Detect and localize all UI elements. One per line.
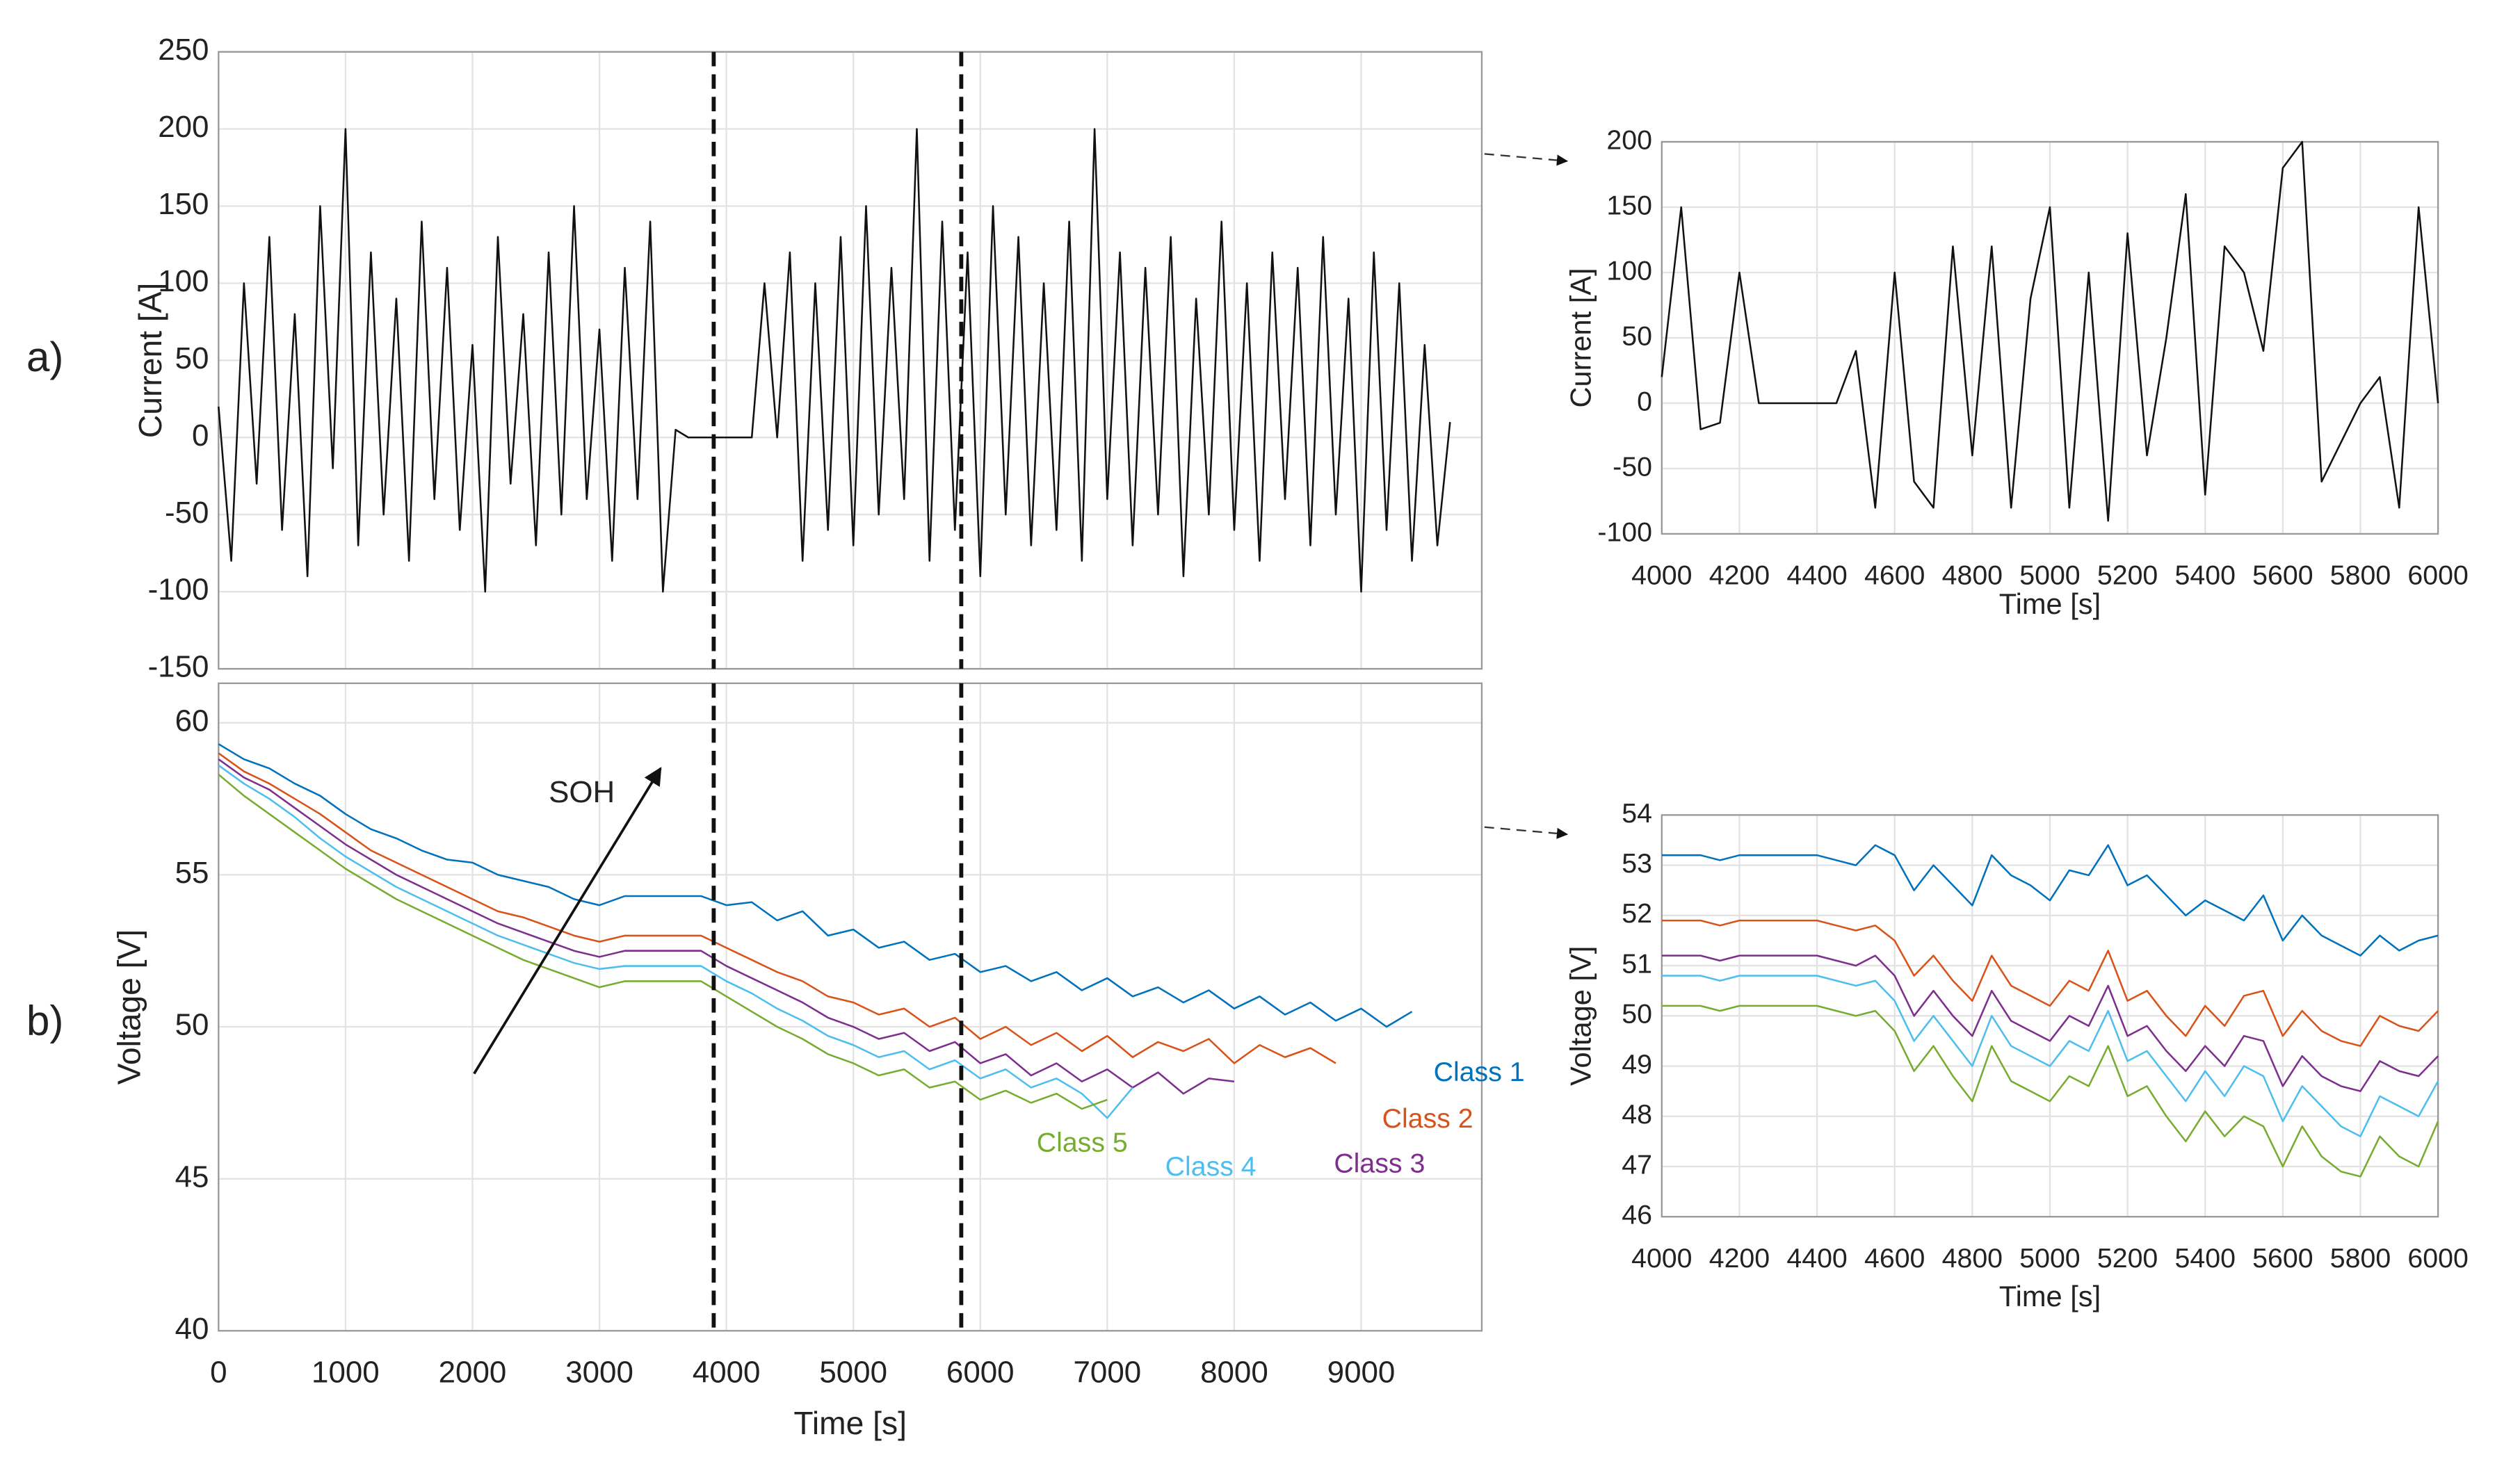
y-tick-label: 50: [175, 341, 209, 375]
x-tick-label: 1000: [312, 1355, 380, 1389]
data-line: [1661, 975, 2439, 1137]
y-tick-label: 100: [1606, 255, 1652, 286]
data-line: [218, 128, 1451, 593]
plot-frame: [1661, 814, 2439, 1218]
data-line: [218, 764, 1133, 1119]
plot-frame: [1661, 140, 2439, 535]
y-tick-label: 55: [175, 856, 209, 890]
x-tick-label: 4600: [1864, 560, 1925, 591]
series-label: Class 1: [1434, 1057, 1525, 1087]
series-label: Class 5: [1037, 1128, 1128, 1158]
x-tick-label: 8000: [1200, 1355, 1268, 1389]
y-tick-label: 50: [1622, 999, 1652, 1030]
x-axis-label: Time [s]: [793, 1405, 907, 1441]
data-line: [1661, 844, 2439, 957]
y-tick-label: -150: [148, 650, 209, 684]
x-tick-label: 6000: [2407, 1243, 2468, 1274]
x-tick-label: 5400: [2175, 1243, 2236, 1274]
y-tick-label: -50: [165, 496, 209, 530]
y-tick-label: -50: [1613, 451, 1652, 482]
x-tick-label: 3000: [565, 1355, 633, 1389]
x-tick-label: 4000: [1631, 560, 1692, 591]
data-line: [218, 752, 1336, 1064]
y-axis-label: Current [A]: [1565, 268, 1597, 407]
panel-label: a): [26, 334, 63, 380]
x-tick-label: 4800: [1942, 560, 2003, 591]
x-axis-label: Time [s]: [1999, 587, 2101, 620]
y-axis-label: Voltage [V]: [111, 929, 147, 1085]
x-tick-label: 0: [210, 1355, 227, 1389]
x-tick-label: 5800: [2330, 1243, 2391, 1274]
x-tick-label: 5000: [2019, 1243, 2080, 1274]
y-axis-label: Voltage [V]: [1565, 946, 1597, 1086]
x-tick-label: 4200: [1709, 1243, 1770, 1274]
x-tick-label: 6000: [946, 1355, 1015, 1389]
y-tick-label: -100: [148, 573, 209, 607]
y-tick-label: 45: [175, 1160, 209, 1194]
data-line: [1661, 919, 2439, 1047]
x-tick-label: 5200: [2097, 1243, 2158, 1274]
x-tick-label: 5000: [819, 1355, 887, 1389]
y-tick-label: 0: [192, 418, 209, 453]
y-tick-label: 200: [1606, 124, 1652, 155]
y-tick-label: 60: [175, 704, 209, 738]
y-tick-label: 54: [1622, 798, 1652, 829]
x-tick-label: 4400: [1786, 1243, 1847, 1274]
y-tick-label: 48: [1622, 1099, 1652, 1130]
x-tick-label: 7000: [1074, 1355, 1142, 1389]
annotation: SOH: [549, 775, 615, 809]
plot-area: [218, 683, 1482, 1331]
series-label: Class 4: [1165, 1151, 1257, 1182]
plot-frame: [218, 51, 1483, 670]
y-tick-label: 49: [1622, 1049, 1652, 1080]
x-tick-label: 4000: [693, 1355, 761, 1389]
y-tick-label: 40: [175, 1312, 209, 1346]
series-label: Class 3: [1334, 1148, 1425, 1179]
x-tick-label: 4800: [1942, 1243, 2003, 1274]
y-tick-label: 150: [1606, 190, 1652, 220]
y-tick-label: 46: [1622, 1200, 1652, 1230]
x-tick-label: 5600: [2252, 560, 2313, 591]
data-line: [218, 774, 1108, 1110]
y-tick-label: 50: [175, 1008, 209, 1042]
y-tick-label: 0: [1637, 386, 1652, 416]
data-line: [218, 758, 1235, 1095]
series-label: Class 2: [1382, 1103, 1473, 1134]
panel-label: b): [26, 998, 63, 1044]
x-tick-label: 4400: [1786, 560, 1847, 591]
y-tick-label: 50: [1622, 320, 1652, 351]
y-axis-label: Current [A]: [132, 283, 168, 438]
y-tick-label: 200: [158, 110, 209, 144]
y-tick-label: 250: [158, 33, 209, 67]
x-tick-label: 2000: [439, 1355, 507, 1389]
y-tick-label: 52: [1622, 898, 1652, 929]
x-tick-label: 4200: [1709, 560, 1770, 591]
x-tick-label: 5200: [2097, 560, 2158, 591]
soh-arrow: [473, 767, 662, 1075]
x-tick-label: 6000: [2407, 560, 2468, 591]
y-tick-label: -100: [1597, 517, 1652, 547]
y-tick-label: 100: [158, 264, 209, 298]
y-tick-label: 150: [158, 187, 209, 221]
x-tick-label: 5800: [2330, 560, 2391, 591]
y-tick-label: 53: [1622, 848, 1652, 879]
y-tick-label: 47: [1622, 1149, 1652, 1180]
x-axis-label: Time [s]: [1999, 1280, 2101, 1312]
data-line: [218, 743, 1413, 1028]
x-tick-label: 4000: [1631, 1243, 1692, 1274]
x-tick-label: 5600: [2252, 1243, 2313, 1274]
x-tick-label: 5400: [2175, 560, 2236, 591]
data-line: [1661, 954, 2439, 1092]
x-tick-label: 9000: [1327, 1355, 1396, 1389]
plot-frame: [218, 682, 1483, 1332]
data-line: [1661, 1005, 2439, 1178]
y-tick-label: 51: [1622, 948, 1652, 979]
x-tick-label: 5000: [2019, 560, 2080, 591]
x-tick-label: 4600: [1864, 1243, 1925, 1274]
data-line: [1661, 140, 2439, 522]
